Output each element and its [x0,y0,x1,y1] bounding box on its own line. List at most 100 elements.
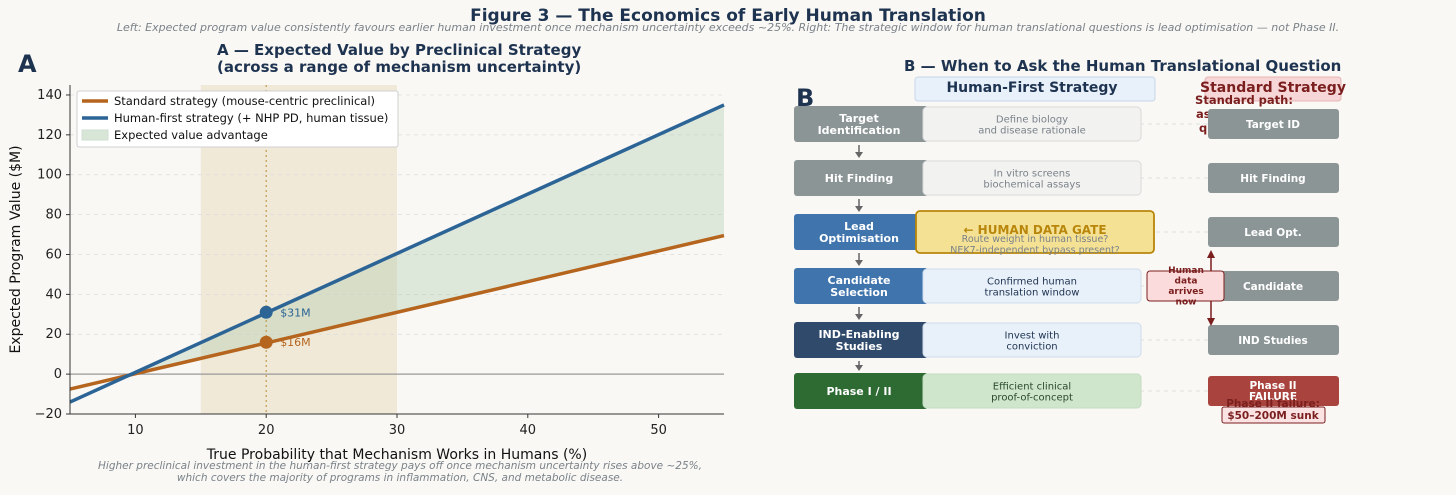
stage-node [794,160,928,196]
standard-stage-label: Lead Opt. [1244,227,1302,239]
standard-stage-node [1208,109,1339,139]
stage-description-box [922,160,1142,196]
stage-description-box [922,322,1142,358]
standard-stage-node [1208,217,1339,247]
standard-stage-label: Phase II [1249,380,1296,392]
value-marker [259,335,273,349]
flow-arrowhead [855,206,863,212]
stage-node [794,214,928,250]
value-marker [259,305,273,319]
stage-label: Identification [818,124,901,137]
panel-a-letter: A [18,50,37,78]
y-tick-label: 80 [45,208,62,223]
stage-description: In vitro screens [994,169,1071,180]
flow-arrowhead [855,365,863,371]
standard-stage-label: FAILURE [1249,391,1297,403]
figure-subtitle: Left: Expected program value consistentl… [116,21,1340,34]
human-first-strategy-line [69,103,725,404]
translation-flow-diagram: Human-First Strategy Standard Strategy B St… [794,76,1346,424]
figure-title: Figure 3 — The Economics of Early Human … [470,6,986,26]
standard-strategy-line [69,233,725,391]
panel-b-title: B — When to Ask the Human Translational … [904,57,1342,75]
x-tick-label: 50 [650,423,667,438]
stage-description: Confirmed human [987,277,1077,288]
y-tick-label: 140 [37,88,62,103]
stage-description: Define biology [996,115,1068,126]
phase-failure-node [1208,376,1339,406]
panel-b-letter: B [796,84,814,112]
stage-label: Phase I / II [826,385,891,398]
stage-label: Hit Finding [825,172,894,185]
human-data-note: arrives [1168,287,1203,297]
legend-entry: Human-first strategy (+ NHP PD, human ti… [114,111,388,125]
stage-node [794,268,928,304]
standard-header-box [1204,76,1342,102]
stage-node [794,373,928,409]
standard-header: Standard Strategy [1200,80,1346,96]
panel-a-title: A — Expected Value by Preclinical Strate… [217,42,581,76]
stage-label: Candidate [828,274,891,287]
stage-label: IND-Enabling [818,328,899,341]
caption-line2: which covers the majority of programs in… [176,472,624,484]
y-tick-label: 40 [45,287,62,302]
standard-stage-label: Target ID [1246,119,1300,131]
stage-label: Target [839,112,879,125]
x-tick-label: 30 [389,423,406,438]
x-tick-label: 10 [127,423,144,438]
x-tick-label: 20 [258,423,275,438]
standard-stage-node [1208,325,1339,355]
human-first-header-box [914,76,1156,102]
stage-description: conviction [1006,342,1057,353]
legend-swatch [81,129,109,141]
flow-arrowhead [855,152,863,158]
chart-legend: Standard strategy (mouse-centric preclin… [76,90,399,148]
y-tick-label: 100 [37,168,62,183]
human-data-note: Human [1168,266,1204,276]
panel-a-title-line2: (across a range of mechanism uncertainty… [217,58,582,76]
legend-entry: Expected value advantage [114,128,268,142]
legend-box [76,90,399,148]
standard-stage-node [1208,271,1339,301]
standard-stage-node [1208,163,1339,193]
standard-stage-label: Candidate [1243,281,1303,293]
flow-arrowhead [855,314,863,320]
stage-label: Optimisation [819,232,899,245]
stage-label: Selection [830,286,888,299]
flow-arrowhead [855,260,863,266]
human-data-note: now [1176,298,1197,308]
arrowhead-up [1207,250,1215,258]
gate-question: Route weight in human tissue? [962,234,1109,245]
y-tick-label: 120 [37,128,62,143]
expected-value-chart: −20 0 20 40 60 80 100 120 140 10 20 30 40 50 $31M $16M T… [8,85,725,463]
legend-entry: Standard strategy (mouse-centric preclin… [114,94,375,108]
stage-description: Invest with [1005,331,1060,342]
x-axis-label: True Probability that Mechanism Works in… [206,447,587,463]
stage-node [794,106,928,142]
stage-description: and disease rationale [978,126,1086,137]
panel-a-caption: Higher preclinical investment in the hum… [60,460,740,484]
caption-line1: Higher preclinical investment in the hum… [98,460,702,472]
stage-label: Lead [844,220,874,233]
y-tick-label: −20 [35,407,62,422]
arrowhead-down [1207,318,1215,326]
marker-label: $31M [280,306,311,319]
stage-description: Efficient clinical [993,382,1071,393]
y-axis-label: Expected Program Value ($M) [8,145,24,353]
stage-description: translation window [985,288,1080,299]
sunk-cost-box [1221,406,1326,424]
human-first-header: Human-First Strategy [946,80,1117,96]
standard-stage-label: IND Studies [1238,335,1308,347]
panel-a-title-line1: A — Expected Value by Preclinical Strate… [217,41,582,59]
human-data-gate-label: ← HUMAN DATA GATE [963,223,1106,237]
stage-description: biochemical assays [983,180,1080,191]
human-data-gate-box [915,210,1155,254]
stage-description-box [922,268,1142,304]
standard-path-note: Standard path: [1195,93,1293,107]
stage-label: Studies [836,340,883,353]
gate-question: NEK7-independent bypass present? [950,245,1119,256]
human-data-note: data [1175,277,1198,287]
stage-node [794,322,928,358]
sunk-cost: $50–200M sunk [1227,410,1319,422]
y-tick-label: 0 [54,367,62,382]
x-tick-label: 40 [520,423,537,438]
